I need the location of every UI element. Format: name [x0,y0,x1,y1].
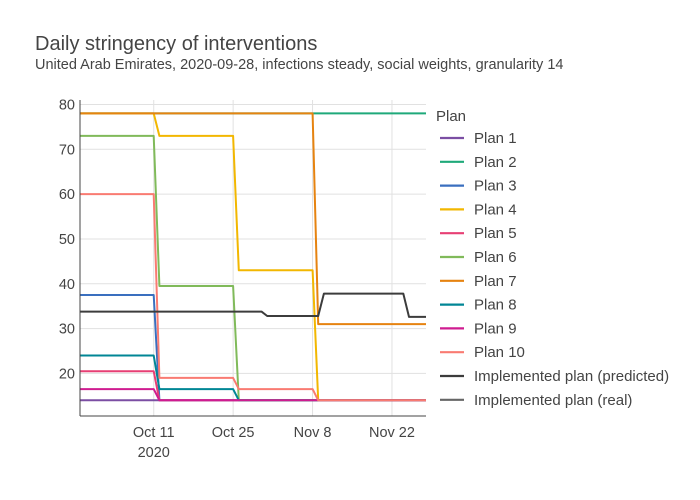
series-line-8 [80,354,426,402]
y-tick-label: 60 [59,187,75,203]
y-tick-label: 80 [59,97,75,113]
y-tick-label: 70 [59,142,75,158]
legend-label: Plan 9 [474,320,517,337]
legend-item[interactable]: Plan 7 [440,273,517,290]
series-line-10 [80,193,426,402]
legend-label: Plan 8 [474,297,517,314]
legend-item[interactable]: Plan 10 [440,344,525,361]
legend-title: Plan [436,108,466,125]
chart-subtitle: United Arab Emirates, 2020-09-28, infect… [35,57,563,73]
chart-title: Daily stringency of interventions [35,33,317,55]
legend-items: Plan 1 Plan 2 Plan 3 Plan 4 Plan 5 Plan 6 Plan… [440,130,669,409]
legend-label: Plan 2 [474,154,517,171]
axis-lines [79,100,426,417]
y-tick-label: 40 [59,277,75,293]
legend-item[interactable]: Plan 6 [440,249,517,266]
legend-item[interactable]: Plan 5 [440,225,517,242]
series-line-9 [80,388,426,402]
legend-label: Plan 3 [474,178,517,195]
legend-label: Plan 4 [474,201,517,218]
y-tick-label: 20 [59,366,75,382]
legend-item[interactable]: Implemented plan (real) [440,392,632,409]
x-tick-label: Nov 8 [294,425,332,441]
series-line-11 [80,292,426,318]
legend-label: Implemented plan (predicted) [474,368,669,385]
series-line-6 [80,134,426,402]
y-tick-label: 30 [59,322,75,338]
legend-label: Plan 6 [474,249,517,266]
legend-item[interactable]: Plan 1 [440,130,517,147]
series-line-4 [80,112,426,402]
series-line-7 [80,112,426,326]
x-tick-label: Oct 11 [133,425,175,441]
legend-item[interactable]: Plan 9 [440,320,517,337]
grid [80,100,426,416]
legend-label: Implemented plan (real) [474,392,632,409]
y-axis-ticks: 20 30 40 50 60 70 80 [59,97,75,382]
series-line-5 [80,370,426,402]
legend-item[interactable]: Implemented plan (predicted) [440,368,669,385]
plot-area: Oct 11 2020 Oct 25 Nov 8 Nov 22 20 30 40 50 60 70… [59,97,426,461]
x-tick-sublabel: 2020 [138,445,170,461]
legend-label: Plan 7 [474,273,517,290]
y-tick-label: 50 [59,232,75,248]
series-lines [80,112,426,402]
legend-item[interactable]: Plan 4 [440,201,517,218]
legend-label: Plan 10 [474,344,525,361]
x-tick-label: Oct 25 [212,425,255,441]
legend-item[interactable]: Plan 3 [440,178,517,195]
x-tick-label: Nov 22 [369,425,415,441]
legend-label: Plan 1 [474,130,517,147]
x-axis-ticks: Oct 11 2020 Oct 25 Nov 8 Nov 22 [133,425,415,461]
legend-item[interactable]: Plan 2 [440,154,517,171]
legend-label: Plan 5 [474,225,517,242]
legend-item[interactable]: Plan 8 [440,297,517,314]
